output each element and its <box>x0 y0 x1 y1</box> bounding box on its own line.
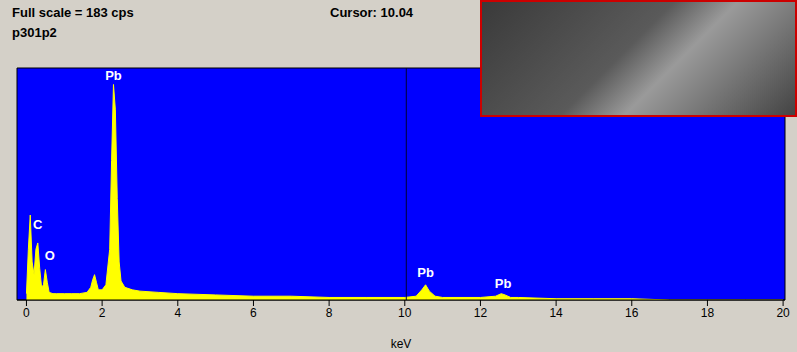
svg-text:12: 12 <box>474 306 488 320</box>
svg-text:Pb: Pb <box>417 265 434 280</box>
html-text:p301p2: p301p2 <box>12 25 57 40</box>
svg-text:2: 2 <box>99 306 106 320</box>
svg-text:Pb: Pb <box>495 276 512 291</box>
svg-text:C: C <box>33 217 43 232</box>
svg-text:keV: keV <box>391 337 412 351</box>
svg-text:8: 8 <box>326 306 333 320</box>
svg-text:4: 4 <box>174 306 181 320</box>
svg-text:Pb: Pb <box>105 68 122 83</box>
html-text:Full scale = 183 cps: Full scale = 183 cps <box>12 5 134 20</box>
svg-text:0: 0 <box>23 306 30 320</box>
svg-text:10: 10 <box>398 306 412 320</box>
svg-text:20: 20 <box>776 306 790 320</box>
svg-text:O: O <box>45 248 55 263</box>
svg-text:14: 14 <box>549 306 563 320</box>
html-text:Cursor: 10.04: Cursor: 10.04 <box>330 5 414 20</box>
svg-text:6: 6 <box>250 306 257 320</box>
svg-text:18: 18 <box>701 306 715 320</box>
svg-text:16: 16 <box>625 306 639 320</box>
